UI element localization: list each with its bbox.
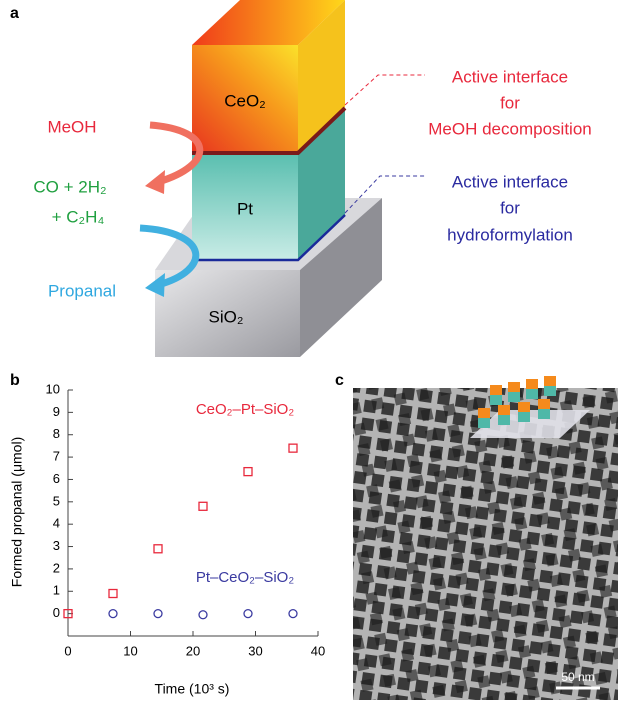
point [153,608,163,619]
annotation: Active interface [452,67,568,86]
ceo2-top [192,0,345,45]
leader-line [344,74,425,106]
pt-side [298,110,345,260]
inset-cubes [478,376,556,428]
reactant: + C₂H₄ [52,207,105,226]
reactant: Propanal [48,281,116,300]
arrow-head [145,170,165,194]
sio2-front [155,270,300,357]
annotation: for [500,198,520,217]
leader-line [344,175,425,214]
y-tick-label: 6 [53,471,60,486]
legend-label: CeO₂–Pt–SiO₂ [196,401,295,418]
ceo2-front [192,45,298,152]
arrow-head [145,273,165,297]
point [108,608,118,619]
x-tick-label: 40 [311,643,325,658]
block-label: SiO₂ [209,307,244,326]
point [243,608,253,619]
interface-line [192,106,347,155]
y-tick-label: 0 [53,605,60,620]
y-tick-label: 1 [53,583,60,598]
annotation: hydroformylation [447,225,573,244]
sio2-side [300,198,382,357]
panel-label: c [335,372,344,389]
legend-label: Pt–CeO₂–SiO₂ [196,569,295,586]
annotation: MeOH decomposition [428,119,591,138]
y-tick-label: 9 [53,404,60,419]
y-tick-label: 7 [53,449,60,464]
y-axis-label: Formed propanal (μmol) [9,437,25,587]
x-tick-label: 10 [123,643,137,658]
reactant: MeOH [47,117,96,136]
x-tick-label: 0 [64,643,71,658]
tem-image [353,388,618,700]
y-tick-label: 2 [53,560,60,575]
interface-line [192,214,346,262]
ceo2-side [298,0,345,152]
block-label: CeO₂ [224,91,266,110]
panel-label: a [10,5,19,22]
arrow [149,121,204,186]
pt-front [192,155,298,260]
y-tick-label: 5 [53,493,60,508]
y-tick-label: 10 [46,381,60,396]
point [288,608,298,619]
point [63,608,73,619]
x-tick-label: 30 [248,643,262,658]
annotation: Active interface [452,172,568,191]
panel-label: b [10,372,20,389]
x-tick-label: 20 [186,643,200,658]
annotation: for [500,93,520,112]
point [198,501,208,511]
y-tick-label: 8 [53,426,60,441]
point [108,588,118,599]
y-tick-label: 4 [53,516,60,531]
x-axis-label: Time (10³ s) [155,681,230,697]
scale-bar-label: 50 nm [561,670,594,684]
point [153,544,163,554]
reactant: CO + 2H₂ [33,177,106,196]
y-tick-label: 3 [53,538,60,553]
arrow [139,224,200,289]
point [243,466,253,477]
block-label: Pt [237,199,253,218]
point [288,443,298,453]
point [198,610,208,620]
